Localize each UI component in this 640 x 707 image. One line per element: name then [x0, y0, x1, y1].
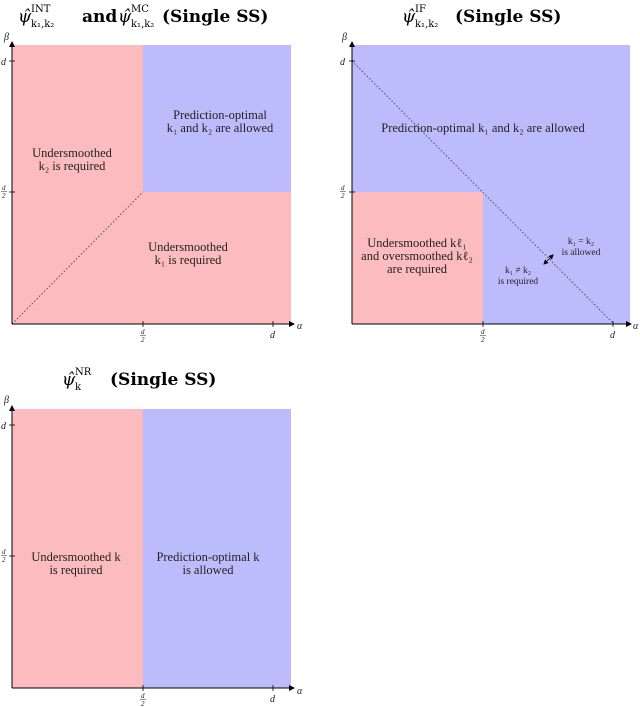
panel-3: ψ̂ NR k (Single SS) β α d d 2 d 2 d Unde…: [1, 367, 303, 707]
panel-1-title-sup-a: INT: [31, 4, 51, 15]
panel-2-xtick-half-num: d: [481, 328, 485, 336]
panel-2-boundary-arrow: [543, 254, 554, 265]
panel-3-y-label: β: [3, 395, 9, 406]
panel-2-ytick-d-label: d: [340, 57, 346, 68]
panel-2-red-label-2: and oversmoothed kℓ₂: [361, 249, 473, 263]
panel-1-xtick-half-num: d: [141, 328, 145, 336]
panel-2-neq-label-1: k₁ ≠ k₂: [505, 266, 531, 276]
panel-2-diagonal: [351, 60, 615, 325]
panel-2-xtick-d-label: d: [610, 330, 616, 341]
panel-1-title-estimator-a: ψ̂: [18, 7, 32, 27]
panel-3-ytick-half-den: 2: [2, 556, 6, 564]
panel-3-title-sup: NR: [75, 367, 92, 378]
panel-1-region-top-right: [143, 45, 291, 192]
panel-1: ψ̂ INT k₁,k₂ and ψ̂ MC k₁,k₂ (Single SS)…: [1, 4, 303, 344]
panel-2-top-label: Prediction-optimal k₁ and k₂ are allowed: [381, 121, 585, 135]
panel-2-title-sub: k₁,k₂: [415, 19, 438, 30]
panel-2-ytick-half-num: d: [341, 184, 345, 192]
panel-2-title: ψ̂ IF k₁,k₂ (Single SS): [402, 4, 561, 30]
panel-3-left-label-2: is required: [49, 563, 103, 577]
panel-1-bottom-right-label-1: Undersmoothed: [148, 240, 229, 254]
panel-3-xtick-half-den: 2: [141, 700, 145, 707]
panel-1-title-sub-b: k₁,k₂: [131, 19, 154, 30]
panel-1-title-connector: and: [82, 7, 117, 27]
panel-3-xtick-d-label: d: [270, 694, 276, 705]
panel-2-neq-label-2: is required: [498, 277, 539, 287]
panel-1-x-label: α: [297, 321, 303, 332]
panel-1-title-suffix: (Single SS): [162, 7, 268, 27]
panel-3-right-label-1: Prediction-optimal k: [156, 550, 260, 564]
panel-1-top-right-label-2: k₁ and k₂ are allowed: [167, 121, 274, 135]
panel-1-title-sub-a: k₁,k₂: [31, 19, 54, 30]
panel-1-xtick-d-label: d: [270, 330, 276, 341]
panel-3-x-label: α: [297, 686, 303, 697]
panel-1-ytick-half-num: d: [2, 184, 6, 192]
panel-2-xtick-half-den: 2: [481, 336, 485, 344]
panel-3-right-label-2: is allowed: [182, 563, 234, 577]
panel-3-title-sub: k: [75, 382, 82, 393]
panel-2-red-label-1: Undersmoothed kℓ₁: [367, 236, 467, 250]
panel-3-left-label-1: Undersmoothed k: [31, 550, 121, 564]
panel-3-title-suffix: (Single SS): [110, 370, 216, 390]
panel-1-ytick-d-label: d: [1, 57, 7, 68]
panel-1-title: ψ̂ INT k₁,k₂ and ψ̂ MC k₁,k₂ (Single SS): [18, 4, 268, 30]
panel-2: ψ̂ IF k₁,k₂ (Single SS) β α d d 2 d 2 d …: [340, 4, 639, 344]
panel-3-region-right: [143, 409, 291, 688]
panel-1-ytick-half-den: 2: [2, 192, 6, 200]
panel-3-region-left: [12, 409, 143, 688]
panel-1-title-sup-b: MC: [131, 4, 149, 15]
panel-2-ytick-half-den: 2: [341, 192, 345, 200]
panel-1-region-bottom-right: [143, 192, 291, 324]
panel-3-ytick-half-num: d: [2, 548, 6, 556]
panel-1-xtick-half-den: 2: [141, 336, 145, 344]
panel-2-eq-label-1: k₁ = k₂: [568, 237, 594, 247]
panel-3-xtick-half-num: d: [141, 692, 145, 700]
panel-2-eq-label-2: is allowed: [562, 248, 601, 258]
panel-2-red-label-3: are required: [387, 262, 448, 276]
panel-1-bottom-right-label-2: k₁ is required: [155, 253, 223, 267]
panel-1-left-label-1: Undersmoothed: [32, 146, 113, 160]
panel-1-region-left: [12, 45, 143, 324]
panel-3-title-estimator: ψ̂: [62, 370, 76, 390]
panel-2-title-suffix: (Single SS): [455, 7, 561, 27]
panel-2-y-label: β: [341, 32, 347, 43]
panel-1-diagonal: [11, 191, 144, 325]
panel-2-title-sup: IF: [415, 4, 426, 15]
panel-3-title: ψ̂ NR k (Single SS): [62, 367, 216, 393]
panel-1-left-label-2: k₂ is required: [39, 159, 107, 173]
panel-3-ytick-d-label: d: [1, 421, 7, 432]
panel-1-y-label: β: [3, 32, 9, 43]
panel-2-region-red: [352, 192, 483, 324]
panel-2-title-estimator: ψ̂: [402, 7, 416, 27]
panel-1-top-right-label-1: Prediction-optimal: [173, 108, 267, 122]
panel-2-x-label: α: [633, 321, 639, 332]
panel-1-title-estimator-b: ψ̂: [118, 7, 132, 27]
